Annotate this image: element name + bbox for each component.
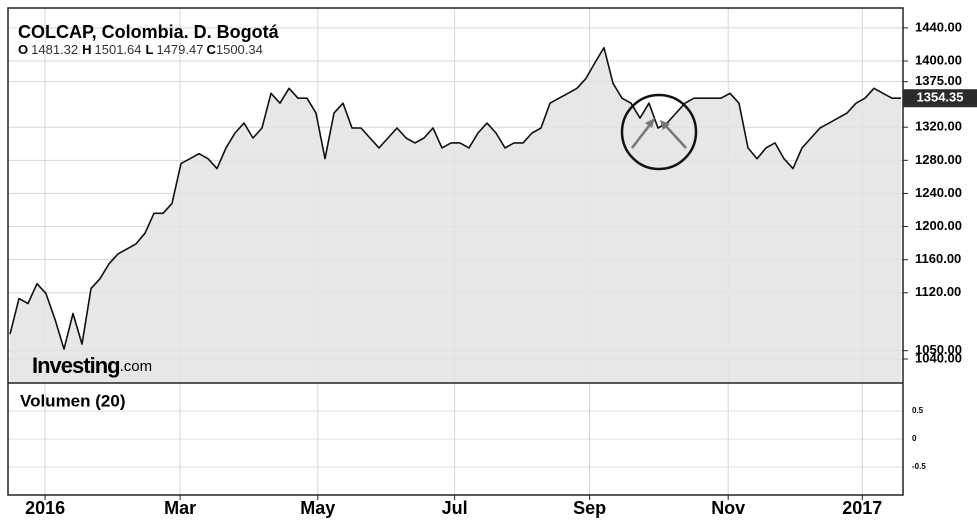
x-tick-label: Jul [442,498,468,518]
x-tick-label: Sep [573,498,606,518]
x-tick-label: 2017 [842,498,882,518]
ohlc-key: O [18,42,28,57]
y-tick-label: 1280.00 [915,152,962,167]
y-tick-label: 1375.00 [915,73,962,88]
y-tick-label: 1400.00 [915,52,962,67]
y-tick-label: 1200.00 [915,218,962,233]
last-price: 1354.35 [917,90,964,105]
logo-brand: Investing [32,353,120,378]
price-line [9,46,901,350]
y-tick-label: 1320.00 [915,119,962,134]
annotation-arrow [631,121,653,149]
y-tick-label: 1160.00 [915,251,961,266]
y2-tick-label: 0 [912,434,917,443]
x-tick-label: Mar [164,498,196,518]
annotation-arrowhead [660,120,670,130]
y2-tick-label: 0.5 [912,406,924,415]
ohlc-value: 1481.32 [31,42,78,57]
ohlc-key: C [206,42,216,57]
annotation-circle [620,93,698,171]
y2-tick-label: -0.5 [912,462,926,471]
y-tick-label: 1050.00 [915,342,962,357]
price-area [10,47,901,383]
logo: Investing.com [32,353,152,378]
x-tick-label: May [300,498,335,518]
logo-suffix: .com [120,358,153,375]
annotation-arrowhead [645,118,655,128]
x-tick-label: 2016 [25,498,65,518]
y-tick-label: 1120.00 [915,284,961,299]
y-tick-label: 1440.00 [915,19,962,34]
last-price-box [903,89,977,108]
ohlc-key: H [82,42,91,57]
ohlc-value: 1479.47 [156,42,203,57]
volume-title: Volumen (20) [20,391,125,410]
ohlc: O 1481.32 H 1501.64 L 1479.47 C1500.34 [18,42,263,57]
ohlc-value: 1501.64 [95,42,142,57]
annotation-arrow [663,123,687,149]
frame [7,7,904,496]
x-tick-label: Nov [711,498,745,518]
ohlc-key: L [146,42,154,57]
chart-title: COLCAP, Colombia. D. Bogotá [18,22,280,42]
ohlc-value: 1500.34 [216,42,263,57]
y-tick-label: 1040.00 [915,350,962,365]
y-tick-label: 1240.00 [915,185,962,200]
